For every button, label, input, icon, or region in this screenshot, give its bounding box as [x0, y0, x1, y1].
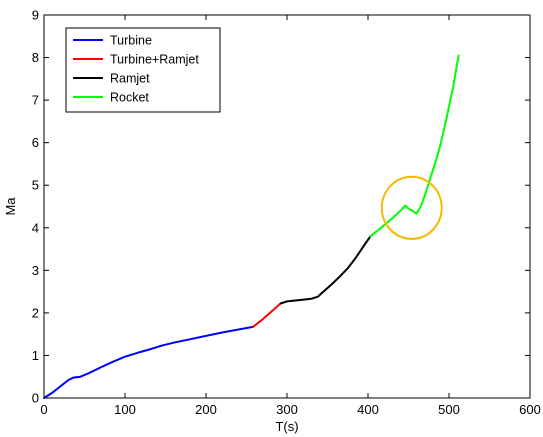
x-tick-label: 200 [195, 402, 217, 417]
y-tick-label: 4 [32, 220, 39, 235]
x-tick-label: 300 [276, 402, 298, 417]
y-tick-label: 3 [32, 263, 39, 278]
legend-label: Turbine+Ramjet [110, 53, 199, 67]
series-line-rocket [369, 54, 460, 238]
y-tick-label: 2 [32, 305, 39, 320]
y-tick-label: 8 [32, 50, 39, 65]
y-tick-label: 5 [32, 178, 39, 193]
highlight-circle [380, 175, 443, 240]
y-tick-label: 6 [32, 135, 39, 150]
x-tick-label: 400 [357, 402, 379, 417]
y-tick-label: 0 [32, 391, 39, 406]
y-tick-label: 7 [32, 93, 39, 108]
series-line-ramjet [279, 235, 372, 305]
y-axis-title: Ma [3, 197, 18, 216]
x-tick-label: 100 [114, 402, 136, 417]
legend-label: Turbine [110, 34, 152, 48]
y-tick-label: 9 [32, 8, 39, 23]
series-line-turbine-ramjet [252, 302, 282, 328]
legend-label: Ramjet [110, 72, 150, 86]
x-tick-label: 0 [40, 402, 47, 417]
x-axis-title: T(s) [275, 419, 298, 434]
x-tick-label: 600 [519, 402, 541, 417]
y-tick-label: 1 [32, 348, 39, 363]
x-tick-label: 500 [438, 402, 460, 417]
series-line-turbine [43, 325, 254, 399]
legend-label: Rocket [110, 91, 149, 105]
